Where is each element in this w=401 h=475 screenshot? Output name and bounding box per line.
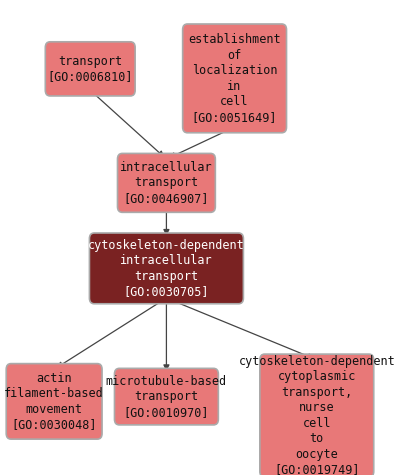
FancyBboxPatch shape [89,233,243,304]
Text: establishment
of
localization
in
cell
[GO:0051649]: establishment of localization in cell [G… [188,33,281,124]
FancyBboxPatch shape [260,354,374,475]
Text: microtubule-based
transport
[GO:0010970]: microtubule-based transport [GO:0010970] [106,375,227,418]
FancyBboxPatch shape [115,369,218,425]
FancyBboxPatch shape [182,24,286,133]
Text: intracellular
transport
[GO:0046907]: intracellular transport [GO:0046907] [120,161,213,205]
Text: cytoskeleton-dependent
intracellular
transport
[GO:0030705]: cytoskeleton-dependent intracellular tra… [88,238,245,298]
FancyBboxPatch shape [45,42,135,96]
Text: actin
filament-based
movement
[GO:0030048]: actin filament-based movement [GO:003004… [4,371,104,431]
FancyBboxPatch shape [6,364,102,439]
Text: cytoskeleton-dependent
cytoplasmic
transport,
nurse
cell
to
oocyte
[GO:0019749]: cytoskeleton-dependent cytoplasmic trans… [239,355,395,475]
FancyBboxPatch shape [117,153,215,212]
Text: transport
[GO:0006810]: transport [GO:0006810] [47,55,133,83]
